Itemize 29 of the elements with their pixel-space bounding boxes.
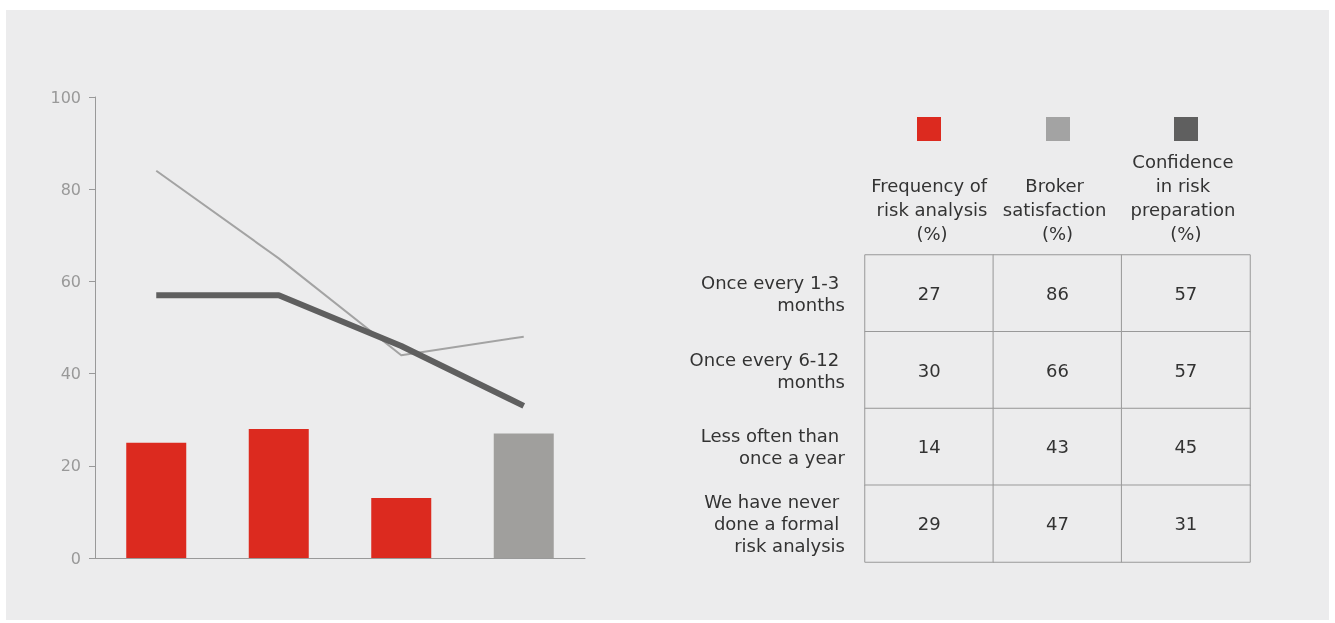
x-tick-label: Frequency of risk analysis (%) [870, 174, 988, 244]
y-tick-label: Less often than once a year [700, 425, 846, 469]
y-tick-label: 100 [50, 87, 81, 107]
data-label: 47 [1046, 513, 1069, 535]
y-tick-label: 40 [60, 364, 81, 384]
x-tick-label: Broker satisfaction (%) [1002, 174, 1113, 244]
data-label: 29 [917, 513, 941, 535]
data-label: 86 [1046, 282, 1069, 304]
y-tick-label: 0 [70, 548, 81, 568]
data-label: 27 [917, 282, 941, 304]
data-label: 57 [1174, 282, 1198, 304]
data-label: 57 [1174, 359, 1198, 381]
y-tick-label: Once every 6-12 months [689, 348, 845, 392]
data-label: 45 [1174, 436, 1198, 458]
y-tick-label: 80 [60, 179, 81, 199]
bar [248, 428, 309, 558]
data-label: 14 [917, 436, 941, 458]
y-tick-label: 20 [60, 456, 81, 476]
bar [126, 442, 187, 558]
bar [371, 498, 432, 558]
data-label: 66 [1046, 359, 1069, 381]
x-tick-label: Confidence in risk preparation (%) [1130, 150, 1242, 244]
y-tick-label: 60 [60, 271, 81, 291]
data-label: 43 [1046, 436, 1069, 458]
data-label: 31 [1174, 513, 1198, 535]
line-series [155, 169, 525, 357]
y-tick-label: We have never done a formal risk analysis [704, 491, 845, 557]
data-label: 30 [917, 359, 941, 381]
y-tick-label: Once every 1-3 months [701, 271, 845, 315]
